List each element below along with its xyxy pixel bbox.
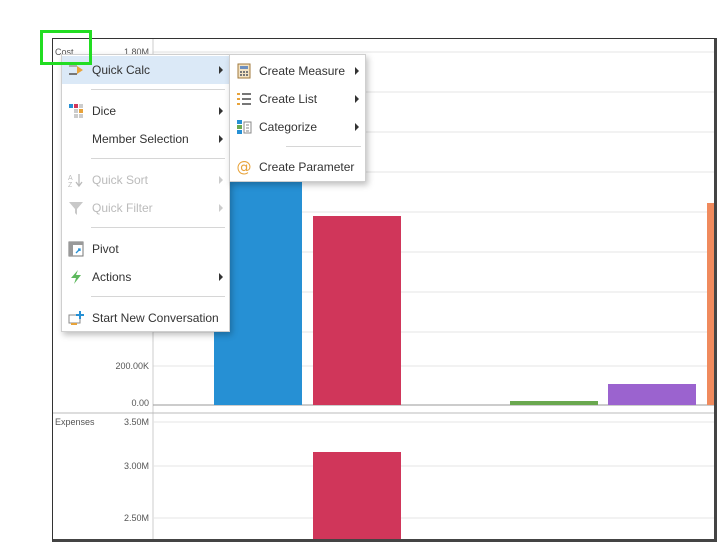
at-sign-icon: @ bbox=[236, 158, 252, 176]
chevron-right-icon bbox=[219, 66, 223, 74]
quick-calc-icon bbox=[68, 62, 84, 78]
menu-item-quick-filter[interactable]: Quick Filter bbox=[62, 194, 229, 222]
chevron-right-icon bbox=[355, 123, 359, 131]
bottom-gridlines bbox=[153, 421, 714, 519]
tick-bottom-0: 3.50M bbox=[124, 417, 149, 427]
chevron-right-icon bbox=[219, 135, 223, 143]
callout-highlight-box bbox=[40, 30, 92, 65]
new-conversation-icon bbox=[68, 310, 84, 326]
menu-divider bbox=[91, 158, 225, 159]
submenu-item-label: Categorize bbox=[259, 120, 318, 134]
menu-item-member-selection[interactable]: Member Selection bbox=[62, 125, 229, 153]
tick-bottom-1: 3.00M bbox=[124, 461, 149, 471]
actions-icon bbox=[68, 269, 84, 285]
chevron-right-icon bbox=[219, 273, 223, 281]
menu-item-label: Dice bbox=[92, 104, 117, 118]
menu-item-pivot[interactable]: Pivot bbox=[62, 235, 229, 263]
submenu-item-label: Create Measure bbox=[259, 64, 346, 78]
dice-icon bbox=[68, 103, 84, 119]
submenu-item-create-measure[interactable]: Create Measure bbox=[230, 57, 365, 85]
chevron-right-icon bbox=[219, 176, 223, 184]
list-icon bbox=[236, 91, 252, 107]
filter-icon bbox=[68, 200, 84, 216]
menu-item-actions[interactable]: Actions bbox=[62, 263, 229, 291]
tick-top-2: 0.00 bbox=[131, 398, 149, 408]
tick-top-0: 1.80M bbox=[124, 47, 149, 57]
bar-cost-orange[interactable] bbox=[707, 203, 714, 405]
categorize-icon bbox=[236, 119, 252, 135]
menu-item-label: Actions bbox=[92, 270, 132, 284]
menu-divider bbox=[91, 296, 225, 297]
tick-bottom-2: 2.50M bbox=[124, 513, 149, 523]
submenu-item-label: Create Parameter bbox=[259, 160, 355, 174]
submenu-item-create-parameter[interactable]: @ Create Parameter bbox=[230, 153, 365, 181]
bar-cost-purple[interactable] bbox=[608, 384, 696, 405]
tick-top-1: 200.00K bbox=[115, 361, 149, 371]
submenu-item-categorize[interactable]: Categorize bbox=[230, 113, 365, 141]
bar-cost-red[interactable] bbox=[313, 216, 401, 405]
menu-item-label: Pivot bbox=[92, 242, 119, 256]
menu-item-label: Member Selection bbox=[92, 132, 189, 146]
submenu-item-label: Create List bbox=[259, 92, 318, 106]
chevron-right-icon bbox=[355, 95, 359, 103]
pivot-icon bbox=[68, 241, 84, 257]
menu-item-label: Quick Calc bbox=[92, 63, 151, 77]
measure-label-cost: Cost bbox=[55, 47, 74, 57]
bar-expenses-red[interactable] bbox=[313, 452, 401, 539]
svg-text:Z: Z bbox=[68, 182, 73, 188]
bar-cost-green[interactable] bbox=[510, 401, 598, 405]
submenu-item-create-list[interactable]: Create List bbox=[230, 85, 365, 113]
chevron-right-icon bbox=[219, 204, 223, 212]
measure-label-expenses: Expenses bbox=[55, 417, 95, 427]
svg-text:A: A bbox=[68, 175, 73, 182]
chevron-right-icon bbox=[355, 67, 359, 75]
menu-divider bbox=[286, 146, 361, 147]
menu-item-start-new-conversation[interactable]: Start New Conversation bbox=[62, 304, 229, 332]
menu-item-label: Quick Sort bbox=[92, 173, 149, 187]
menu-divider bbox=[91, 227, 225, 228]
calculator-icon bbox=[236, 63, 252, 79]
quick-calc-submenu: Create Measure Create List Categorize @ … bbox=[229, 54, 366, 182]
menu-item-label: Quick Filter bbox=[92, 201, 153, 215]
chevron-right-icon bbox=[219, 107, 223, 115]
menu-item-label: Start New Conversation bbox=[92, 311, 219, 325]
menu-item-dice[interactable]: Dice bbox=[62, 97, 229, 125]
menu-divider bbox=[91, 89, 225, 90]
